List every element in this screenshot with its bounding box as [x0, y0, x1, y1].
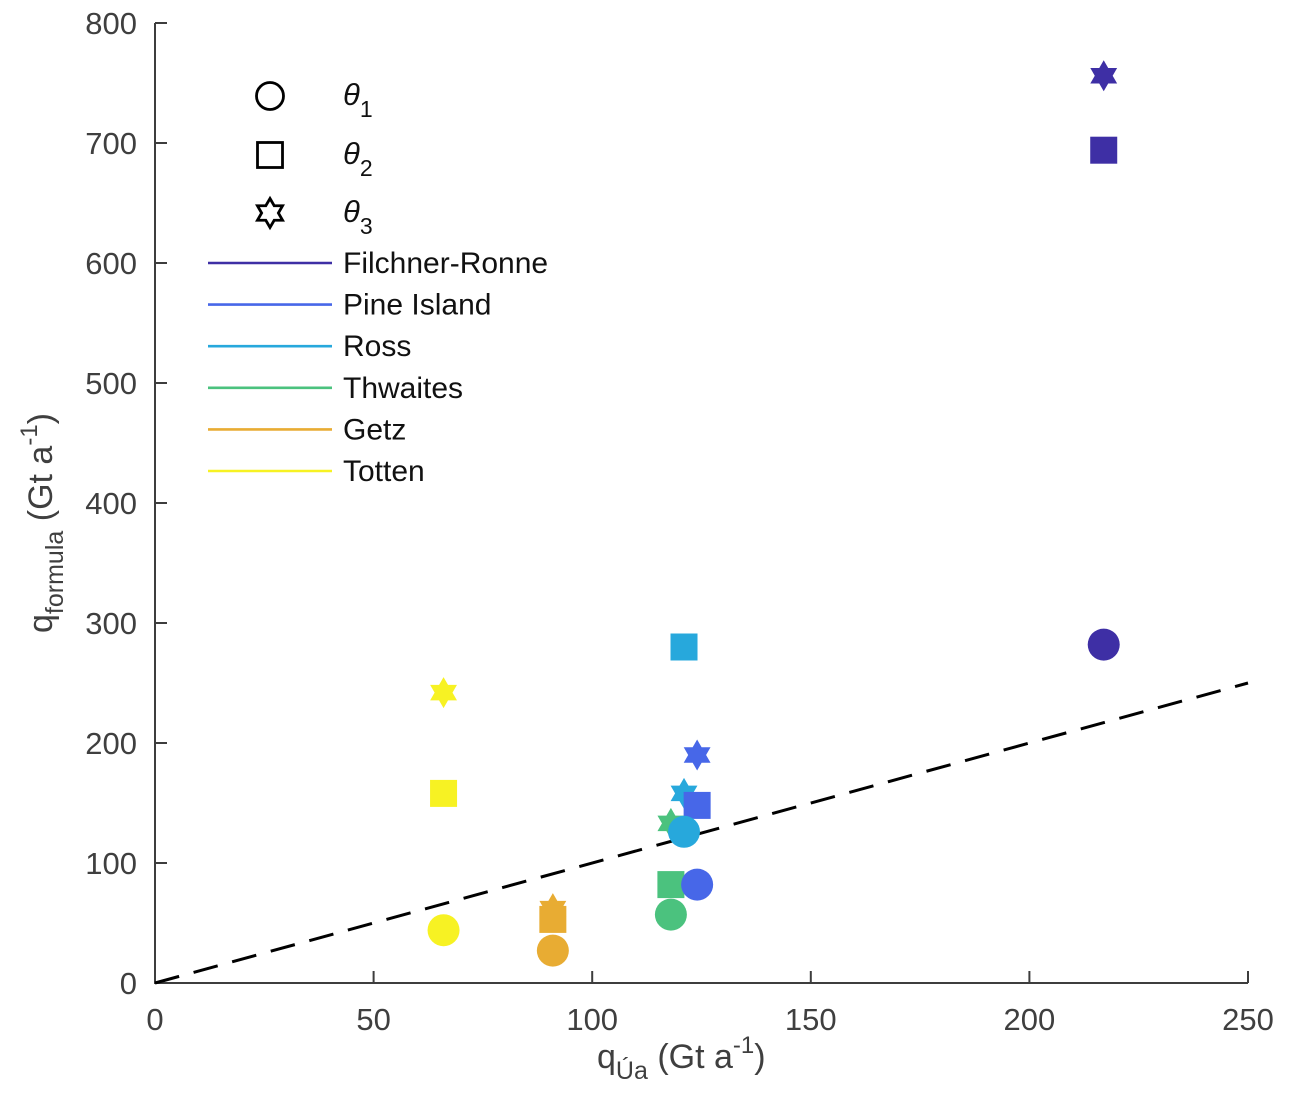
legend-hexagram-icon [255, 195, 285, 231]
data-point-square-thwaites [657, 871, 685, 899]
legend-circle-icon [255, 81, 285, 111]
y-tick-label: 0 [120, 966, 137, 1001]
x-tick-label: 250 [1222, 1002, 1274, 1037]
y-axis-label: qformula (Gt a-1) [16, 413, 69, 633]
y-tick-label: 800 [85, 6, 137, 41]
y-tick-label: 600 [85, 246, 137, 281]
data-point-circle-ross [668, 815, 701, 848]
x-tick-label: 0 [146, 1002, 163, 1037]
data-point-star-filchner-ronne [1090, 60, 1118, 92]
legend-theta-label: θ1 [343, 77, 373, 122]
legend-square-icon [256, 141, 284, 169]
data-point-circle-totten [427, 914, 460, 947]
data-point-star-totten [430, 677, 457, 709]
legend-series-label: Ross [343, 330, 411, 363]
y-tick-label: 100 [85, 846, 137, 881]
data-point-square-getz [539, 905, 567, 933]
legend-series-label: Getz [343, 413, 406, 446]
y-tick-label: 500 [85, 366, 137, 401]
x-axis-label: qÚa (Gt a-1) [597, 1032, 766, 1085]
axes-spines [154, 23, 1248, 984]
data-point-star-pine-island [683, 739, 711, 771]
y-tick-label: 300 [85, 606, 137, 641]
x-tick-label: 200 [1004, 1002, 1056, 1037]
data-point-square-ross [670, 633, 698, 661]
data-point-square-filchner-ronne [1090, 136, 1118, 164]
data-point-square-totten [430, 779, 458, 807]
y-tick-label: 400 [85, 486, 137, 521]
x-tick-label: 150 [785, 1002, 837, 1037]
legend-theta-label: θ3 [343, 194, 373, 239]
identity-dashed-line [154, 681, 1249, 985]
x-tick-label: 50 [356, 1002, 390, 1037]
legend-theta-label: θ2 [343, 136, 373, 181]
data-point-circle-filchner-ronne [1087, 628, 1120, 661]
y-tick-label: 700 [85, 126, 137, 161]
x-tick-label: 100 [566, 1002, 618, 1037]
y-tick-label: 200 [85, 726, 137, 761]
legend-series-label: Totten [343, 455, 425, 488]
legend-series-label: Filchner-Ronne [343, 247, 548, 280]
data-point-circle-pine-island [681, 868, 714, 901]
legend-series-label: Thwaites [343, 372, 463, 405]
data-point-circle-getz [536, 934, 569, 967]
data-point-circle-thwaites [654, 898, 687, 931]
data-point-square-pine-island [683, 791, 711, 819]
legend-series-label: Pine Island [343, 289, 491, 322]
